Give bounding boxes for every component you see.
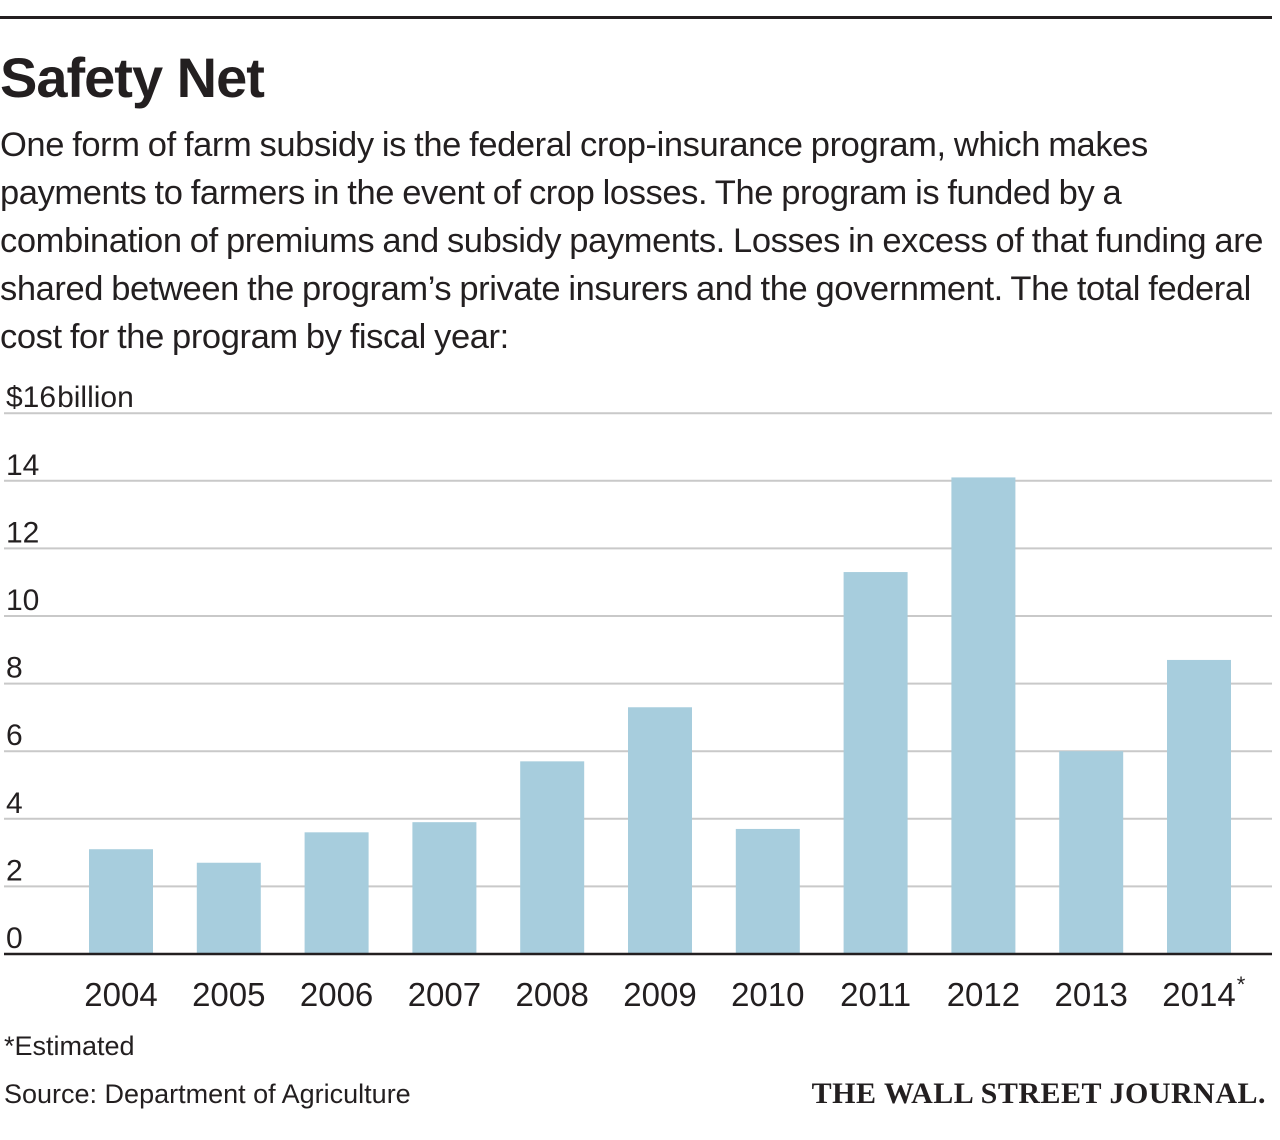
publisher-logo: THE WALL STREET JOURNAL. <box>811 1077 1266 1110</box>
y-tick-label-14: 14 <box>6 449 39 482</box>
source-line: Source: Department of Agriculture <box>4 1079 411 1109</box>
x-tick-label-2013: 2013 <box>1054 976 1127 1013</box>
bar-2005 <box>196 862 261 954</box>
x-tick-labels: 2004 2005 2006 2007 2008 2009 2010 2011 2012 2013… <box>84 972 1245 1013</box>
y-tick-label-16: $16 <box>6 381 56 414</box>
x-tick-mark-2014: * <box>1237 972 1246 997</box>
x-tick-label-2014: 2014 <box>1162 976 1235 1013</box>
bar-2008 <box>520 761 585 954</box>
y-tick-label-6: 6 <box>6 719 23 752</box>
y-tick-label-12: 12 <box>6 516 39 549</box>
bar-2006 <box>304 832 369 954</box>
y-tick-label-10: 10 <box>6 584 39 617</box>
top-rule <box>0 16 1272 19</box>
chart-headline: Safety Net <box>0 46 265 109</box>
bar-2013 <box>1059 751 1124 954</box>
x-tick-label-2004: 2004 <box>84 976 157 1013</box>
footnote: *Estimated <box>4 1031 135 1061</box>
chart-description: One form of farm subsidy is the federal … <box>0 126 1264 356</box>
x-tick-label-2005: 2005 <box>192 976 265 1013</box>
bar-2012 <box>951 477 1016 954</box>
bar-2004 <box>89 849 153 954</box>
y-tick-label-8: 8 <box>6 652 23 685</box>
x-tick-label-2006: 2006 <box>300 976 373 1013</box>
bar-2011 <box>843 572 908 954</box>
bar-2010 <box>735 828 800 954</box>
x-tick-label-2010: 2010 <box>731 976 804 1013</box>
x-tick-label-2012: 2012 <box>947 976 1020 1013</box>
bar-2014 <box>1167 659 1231 954</box>
bar-2009 <box>628 707 692 954</box>
x-tick-label-2007: 2007 <box>408 976 481 1013</box>
y-tick-labels: 0 2 4 6 8 10 12 14 $16 <box>6 381 56 955</box>
x-tick-label-2008: 2008 <box>515 976 588 1013</box>
x-tick-label-2011: 2011 <box>840 976 911 1013</box>
y-tick-label-4: 4 <box>6 787 23 820</box>
y-tick-label-2: 2 <box>6 854 23 887</box>
bar-2007 <box>412 822 477 954</box>
bars <box>89 477 1231 954</box>
x-tick-label-2009: 2009 <box>623 976 696 1013</box>
y-axis-unit-label: billion <box>57 381 134 414</box>
y-tick-label-0: 0 <box>6 922 23 955</box>
